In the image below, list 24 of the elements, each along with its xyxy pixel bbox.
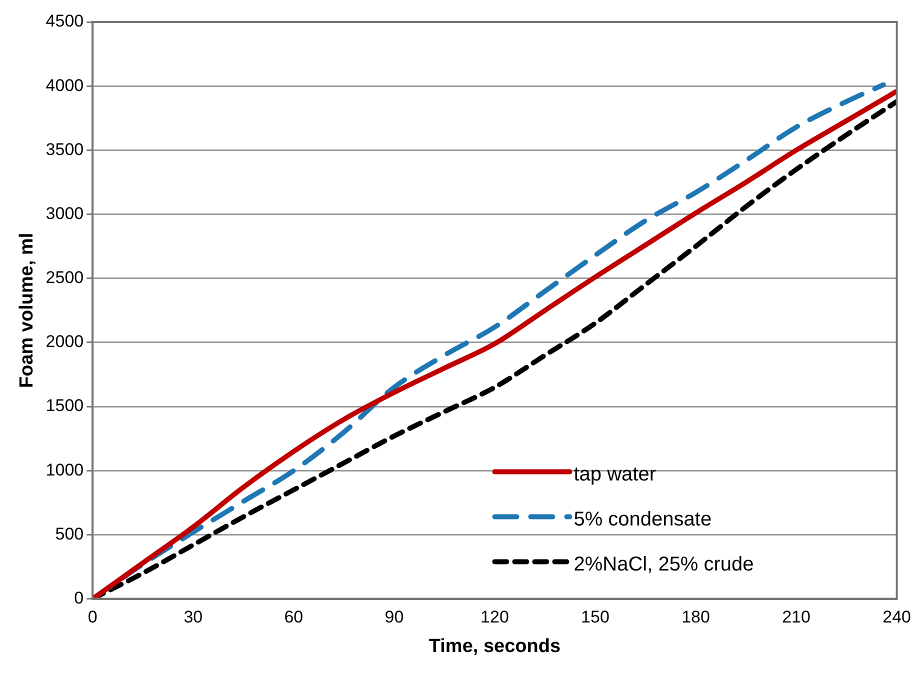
y-tick-label: 1500 <box>46 396 84 416</box>
y-tick-label: 1000 <box>46 460 84 480</box>
y-tick-label: 3500 <box>46 140 84 159</box>
x-tick-label: 150 <box>581 608 610 627</box>
legend-label: tap water <box>574 463 656 486</box>
x-tick-label: 60 <box>284 608 304 627</box>
legend-label: 5% condensate <box>574 508 712 530</box>
y-tick-label: 2500 <box>46 268 84 288</box>
x-tick-label: 120 <box>480 608 509 627</box>
x-tick-label: 210 <box>782 608 810 627</box>
x-tick-label: 0 <box>88 608 98 627</box>
y-tick-label: 4000 <box>46 76 84 95</box>
y-tick-label: 3000 <box>46 204 84 223</box>
legend-label: 2%NaCl, 25% crude <box>574 553 754 576</box>
x-tick-label: 90 <box>384 608 404 627</box>
y-tick-label: 4500 <box>46 12 84 31</box>
x-tick-label: 240 <box>882 608 912 627</box>
y-axis-title: Foam volume, ml <box>16 232 38 388</box>
y-tick-label: 0 <box>74 588 84 608</box>
x-tick-label: 30 <box>184 608 203 627</box>
x-axis-title: Time, seconds <box>428 636 561 657</box>
y-tick-label: 2000 <box>46 332 84 352</box>
x-tick-label: 180 <box>682 608 710 627</box>
y-tick-label: 500 <box>55 524 84 544</box>
